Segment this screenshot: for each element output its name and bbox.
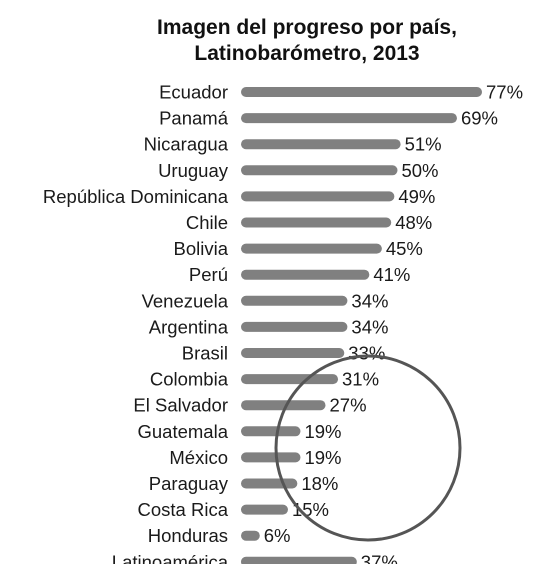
bar — [241, 530, 260, 541]
bar — [241, 426, 301, 437]
category-label: Guatemala — [138, 421, 229, 442]
bar — [241, 478, 298, 489]
category-label: Latinoamérica — [112, 551, 229, 564]
category-label: Paraguay — [149, 473, 229, 494]
value-label: 41% — [373, 264, 410, 285]
bar — [241, 269, 370, 280]
value-label: 19% — [304, 447, 341, 468]
category-label: Argentina — [149, 316, 229, 337]
bar — [241, 321, 348, 332]
bar — [241, 139, 401, 150]
category-label: Perú — [189, 264, 228, 285]
bar — [241, 374, 339, 385]
bar — [241, 400, 326, 411]
value-label: 18% — [301, 473, 338, 494]
category-label: México — [169, 447, 228, 468]
category-label: Brasil — [182, 343, 228, 364]
value-label: 69% — [461, 108, 498, 129]
bar — [241, 113, 457, 124]
value-label: 45% — [386, 238, 423, 259]
category-label: Panamá — [159, 108, 229, 129]
category-label: El Salvador — [133, 395, 228, 416]
bar — [241, 348, 345, 358]
value-label: 37% — [361, 551, 398, 564]
value-label: 34% — [351, 290, 388, 311]
chart-subtitle: Latinobarómetro, 2013 — [194, 42, 419, 65]
category-label: Chile — [186, 212, 228, 233]
value-label: 77% — [486, 82, 523, 103]
bar — [241, 556, 357, 564]
bar — [241, 452, 301, 463]
bar — [241, 165, 398, 176]
bar — [241, 191, 395, 202]
category-label: Venezuela — [142, 290, 229, 311]
value-label: 27% — [330, 395, 367, 416]
value-label: 31% — [342, 369, 379, 390]
bar — [241, 87, 482, 97]
value-label: 6% — [264, 525, 291, 546]
value-label: 51% — [405, 134, 442, 155]
value-label: 15% — [292, 499, 329, 520]
bar-rows: Ecuador 77% Panamá 69% Nicaragua 51% Uruguay 50… — [43, 82, 523, 564]
category-label: Nicaragua — [144, 134, 229, 155]
bar — [241, 217, 392, 228]
value-label: 50% — [401, 160, 438, 181]
chart-title: Imagen del progreso por país, — [157, 16, 457, 39]
highlight-circle — [274, 354, 462, 542]
category-label: Uruguay — [158, 160, 229, 181]
category-label: Honduras — [148, 525, 228, 546]
value-label: 48% — [395, 212, 432, 233]
category-label: República Dominicana — [43, 186, 229, 207]
bar — [241, 504, 288, 515]
category-label: Colombia — [150, 369, 229, 390]
bar — [241, 243, 382, 254]
category-label: Bolivia — [174, 238, 229, 259]
value-label: 49% — [398, 186, 435, 207]
value-label: 33% — [348, 343, 385, 364]
value-label: 19% — [304, 421, 341, 442]
value-label: 34% — [351, 316, 388, 337]
category-label: Ecuador — [159, 82, 228, 103]
bar — [241, 295, 348, 306]
category-label: Costa Rica — [138, 499, 229, 520]
